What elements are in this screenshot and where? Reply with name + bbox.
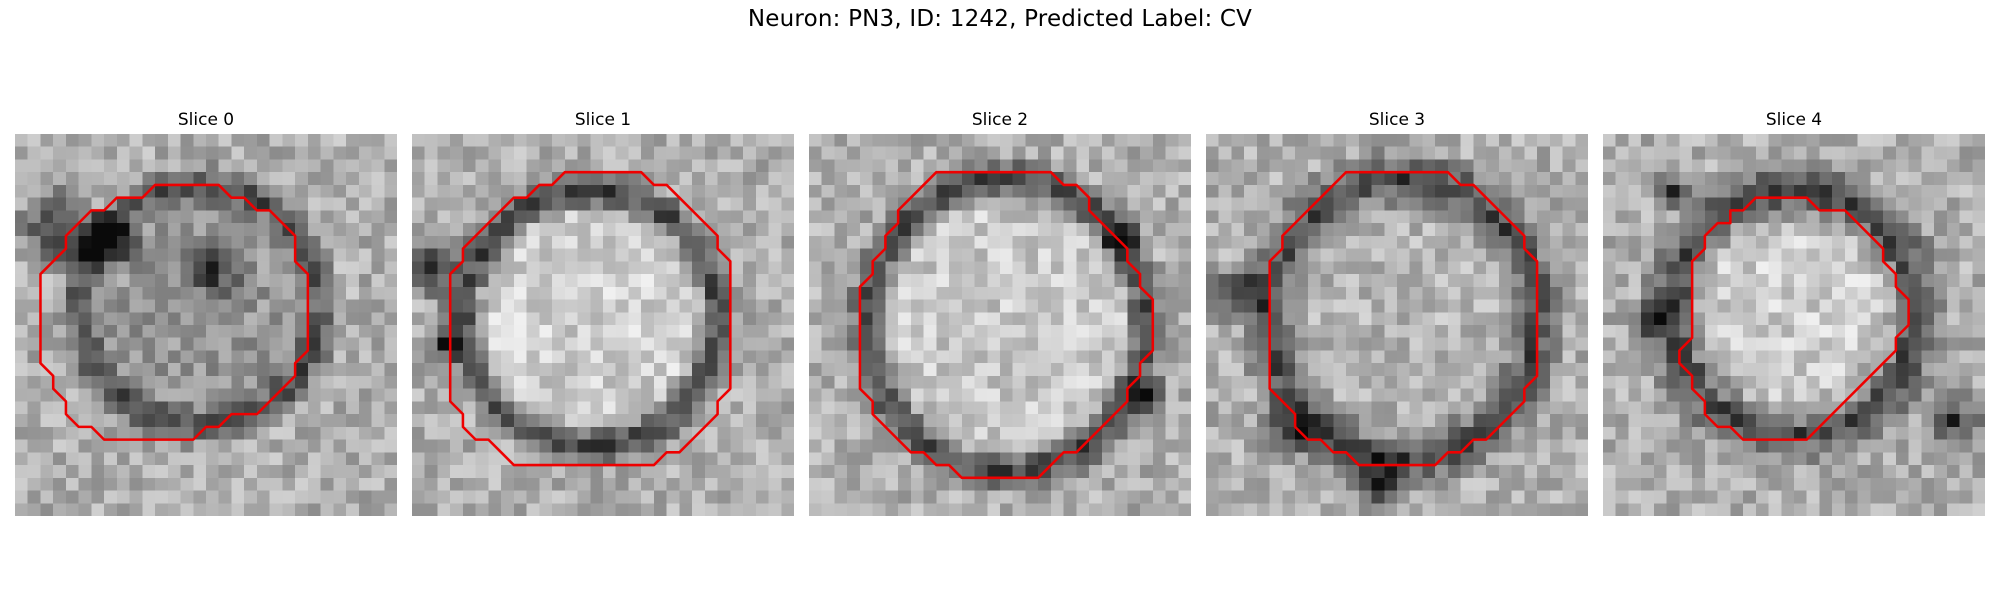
- predicted-contour: [39, 183, 310, 441]
- predicted-contour: [448, 170, 732, 467]
- predicted-contour: [1268, 170, 1539, 467]
- grayscale-image: [809, 134, 1191, 516]
- slice-title: Slice 0: [177, 110, 235, 130]
- slice-title: Slice 3: [1368, 110, 1426, 130]
- slice-image: [412, 134, 794, 516]
- predicted-contour: [1678, 196, 1910, 441]
- slice-title: Slice 2: [971, 110, 1029, 130]
- slice-image: [809, 134, 1191, 516]
- figure-title: Neuron: PN3, ID: 1242, Predicted Label: …: [747, 6, 1253, 32]
- slice-image: [15, 134, 397, 516]
- grayscale-image: [15, 134, 397, 516]
- slice-image: [1206, 134, 1588, 516]
- predicted-contour: [858, 170, 1155, 480]
- slice-title: Slice 4: [1765, 110, 1823, 130]
- slice-title: Slice 1: [574, 110, 632, 130]
- slice-image: [1603, 134, 1985, 516]
